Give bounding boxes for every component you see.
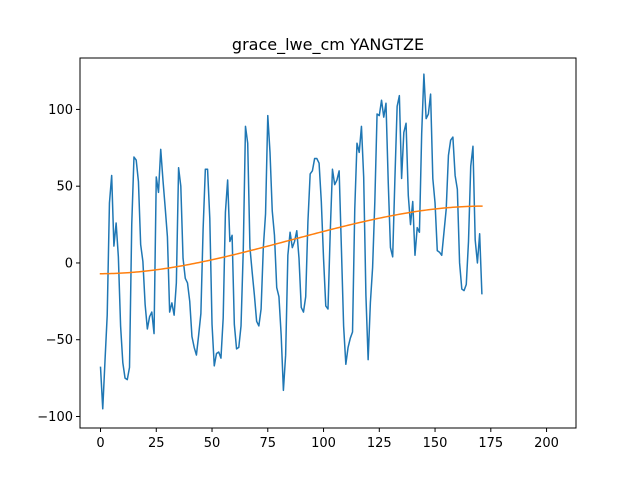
y-tick-label: 50: [56, 180, 73, 195]
y-tick-label: 100: [48, 103, 73, 118]
x-tick-label: 0: [96, 436, 104, 451]
x-tick-label: 150: [423, 436, 448, 451]
y-tick-label: 0: [65, 256, 73, 271]
x-tick-label: 200: [534, 436, 559, 451]
axis-layer: 0 25 50 75 100 125 150 175 200 −100 −50 0 50 100: [37, 103, 559, 451]
x-tick-label: 100: [311, 436, 336, 451]
x-tick-label: 175: [478, 436, 503, 451]
chart-title: grace_lwe_cm YANGTZE: [232, 35, 424, 55]
x-tick-label: 75: [260, 436, 277, 451]
series-layer: [99, 73, 483, 410]
series-line-2: [99, 205, 483, 275]
y-tick-label: −50: [46, 333, 73, 348]
x-tick-label: 125: [367, 436, 392, 451]
y-tick-label: −100: [37, 410, 73, 425]
x-tick-label: 50: [204, 436, 221, 451]
x-tick-label: 25: [148, 436, 165, 451]
plot-area-frame: [79, 57, 577, 429]
